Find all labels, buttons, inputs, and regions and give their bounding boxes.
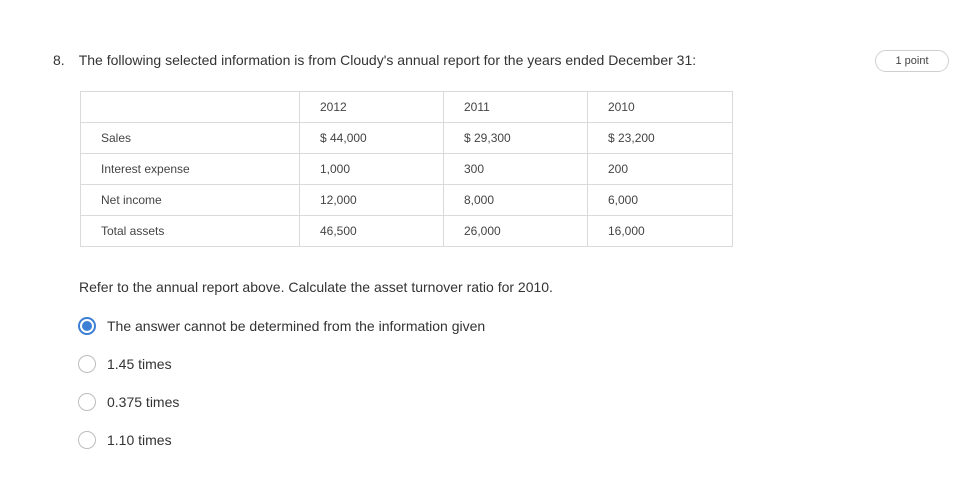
radio-button[interactable] [78,355,96,373]
points-badge: 1 point [875,50,949,72]
table-cell: 46,500 [299,215,444,247]
answer-option-label[interactable]: 0.375 times [107,394,180,410]
answer-option[interactable]: 1.10 times [78,430,485,450]
table-cell: Interest expense [80,153,300,185]
table-cell: Total assets [80,215,300,247]
answer-option-label[interactable]: The answer cannot be determined from the… [107,318,486,334]
radio-dot [82,321,92,331]
radio-button[interactable] [78,317,96,335]
question-prompt: Refer to the annual report above. Calcul… [79,279,553,295]
question-text: The following selected information is fr… [78,52,697,68]
question-number: 8. [53,52,65,68]
table-row: Sales $ 44,000 $ 29,300 $ 23,200 [80,122,733,154]
annual-report-table: 2012 2011 2010 Sales $ 44,000 $ 29,300 $… [80,91,733,247]
table-cell: 200 [587,153,733,185]
table-cell: Sales [80,122,300,154]
table-cell: Net income [80,184,300,216]
answer-option[interactable]: 1.45 times [78,354,485,374]
answer-options: The answer cannot be determined from the… [78,316,485,468]
table-row: Interest expense 1,000 300 200 [80,153,733,185]
table-cell: 300 [443,153,588,185]
table-cell: $ 23,200 [587,122,733,154]
table-header-cell [80,91,300,123]
table-cell: 16,000 [587,215,733,247]
table-cell: 8,000 [443,184,588,216]
table-cell: 1,000 [299,153,444,185]
radio-button[interactable] [78,393,96,411]
table-cell: $ 44,000 [299,122,444,154]
radio-button[interactable] [78,431,96,449]
table-header-cell: 2010 [587,91,733,123]
table-row: Net income 12,000 8,000 6,000 [80,184,733,216]
answer-option-label[interactable]: 1.45 times [107,356,172,372]
table-cell: $ 29,300 [443,122,588,154]
table-cell: 12,000 [299,184,444,216]
answer-option-label[interactable]: 1.10 times [107,432,172,448]
answer-option[interactable]: 0.375 times [78,392,485,412]
question-header: 8. The following selected information is… [53,52,696,68]
table-row: Total assets 46,500 26,000 16,000 [80,215,733,247]
table-header-cell: 2011 [443,91,588,123]
table-header-cell: 2012 [299,91,444,123]
answer-option[interactable]: The answer cannot be determined from the… [78,316,485,336]
table-header-row: 2012 2011 2010 [80,91,733,123]
table-cell: 6,000 [587,184,733,216]
table-cell: 26,000 [443,215,588,247]
